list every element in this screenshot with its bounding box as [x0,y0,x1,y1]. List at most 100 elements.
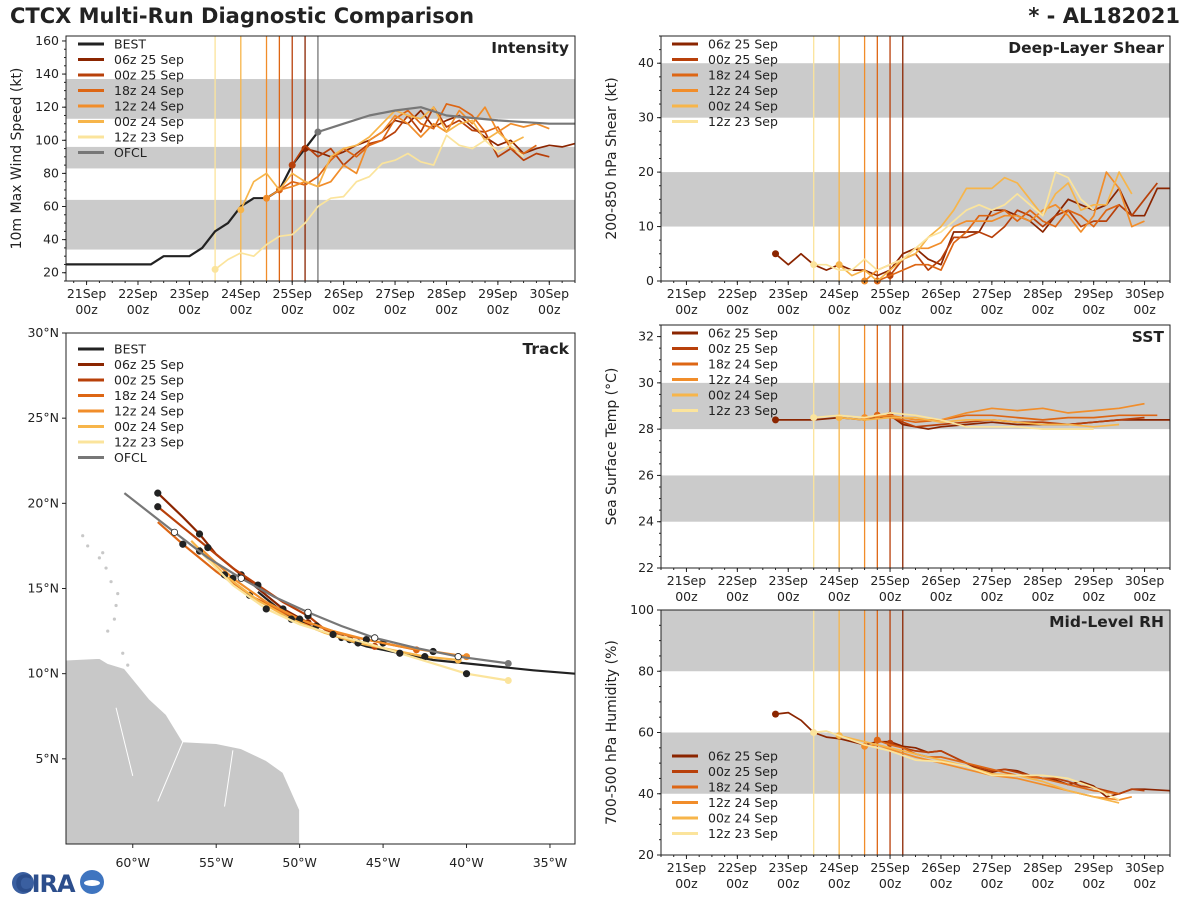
panel-mid-level-rh: 2040608010021Sep00z22Sep00z23Sep00z24Sep… [604,602,1171,891]
y-tick-label: 40 [638,786,654,801]
y-tick-label: 24 [638,514,654,529]
y-tick-label: 26 [638,467,654,482]
x-tick-hour-label: 00z [777,302,800,317]
legend-label-12z-24-sep: 12z 24 Sep [708,795,778,810]
series-start-marker-12z-23-sep [211,265,219,273]
x-tick-day-label: 29Sep [1074,573,1114,588]
x-tick-day-label: 29Sep [478,286,518,301]
island-0 [106,629,110,633]
x-tick-hour-label: 00z [726,876,749,891]
legend-label-ofcl: OFCL [114,450,147,465]
series-start-marker-18z-24-sep [873,736,881,744]
y-tick-label: 20 [638,164,654,179]
plot-frame [65,35,576,282]
track-plot-area [66,489,575,844]
series-line-ofcl [317,106,575,134]
y-tick-label: 30°N [27,325,59,340]
y-tick-label: 80 [43,165,59,180]
x-tick-hour-label: 00z [930,302,953,317]
y-tick-label: 60 [638,725,654,740]
series-line-06z-25-sep [304,109,576,158]
y-tick-label: 100 [35,132,59,147]
x-tick-day-label: 28Sep [1023,860,1063,875]
legend-label-00z-25-sep: 00z 25 Sep [708,52,778,67]
x-tick-hour-label: 00z [332,302,355,317]
shaded-band-0 [661,172,1170,227]
track-marker-ofcl [170,528,179,536]
y-tick-label: 40 [638,55,654,70]
x-tick-day-label: 23Sep [769,573,809,588]
x-tick-day-label: 27Sep [375,286,415,301]
island-10 [126,663,130,667]
land-south-america [66,657,301,844]
track-marker-18z-24-sep [179,540,187,548]
y-tick-label: 5°N [35,751,59,766]
x-tick-hour-label: 00z [384,302,407,317]
x-tick-hour-label: 00z [675,876,698,891]
x-tick-hour-label: 00z [726,589,749,604]
x-tick-day-label: 21Sep [667,573,707,588]
x-tick-hour-label: 00z [1032,302,1055,317]
y-tick-label: 30 [638,110,654,125]
x-tick-hour-label: 00z [777,876,800,891]
island-7 [86,544,90,548]
x-tick-hour-label: 00z [1082,589,1105,604]
y-tick-label: 100 [630,602,654,617]
cira-logo: CIRA [6,868,106,898]
island-3 [116,592,120,596]
x-tick-day-label: 28Sep [1023,573,1063,588]
track-marker-06z-25-sep [195,530,204,538]
legend-label-00z-24-sep: 00z 24 Sep [708,99,778,114]
track-line-12z-24-sep [198,546,467,658]
x-tick-day-label: 23Sep [769,286,809,301]
track-marker-ofcl [304,608,312,616]
series-line-12z-23-sep [813,412,1094,430]
series-line-00z-24-sep [839,416,1120,428]
track-marker-12z-23-sep [396,649,404,657]
series-line-00z-24-sep [838,171,1133,282]
legend-label-06z-25-sep: 06z 25 Sep [708,326,778,341]
x-tick-day-label: 30Sep [1125,860,1165,875]
island-6 [101,551,105,555]
y-tick-label: 15°N [27,581,59,596]
x-tick-day-label: 24Sep [819,286,859,301]
legend-label-12z-23-sep: 12z 23 Sep [114,130,184,145]
x-tick-hour-label: 00z [1032,589,1055,604]
legend-label-12z-23-sep: 12z 23 Sep [708,826,778,841]
x-tick-day-label: 24Sep [221,286,261,301]
legend-label-12z-23-sep: 12z 23 Sep [114,435,184,450]
x-tick-day-label: 28Sep [1023,286,1063,301]
shaded-band-1 [66,146,575,169]
track-line-ofcl [123,492,509,665]
track-line-best [257,591,575,675]
series-line-12z-24-sep [864,402,1145,421]
legend-label-00z-24-sep: 00z 24 Sep [708,388,778,403]
logo-swirl-icon [84,880,100,886]
panel-sst: 22242628303221Sep00z22Sep00z23Sep00z24Se… [604,324,1171,604]
legend-label-18z-24-sep: 18z 24 Sep [708,357,778,372]
island-1 [112,617,116,621]
x-tick-day-label: 30Sep [530,286,570,301]
x-tick-hour-label: 00z [127,302,150,317]
x-tick-hour-label: 00z [435,302,458,317]
track-start-marker-ofcl [504,659,512,667]
x-tick-hour-label: 00z [777,589,800,604]
island-11 [97,556,101,560]
series-start-marker-06z-25-sep [772,250,780,258]
y-axis-label: 700-500 hPa Humidity (%) [604,640,620,825]
x-tick-hour-label: 00z [879,302,902,317]
legend-label-06z-25-sep: 06z 25 Sep [114,357,184,372]
track-line-00z-24-sep [190,540,459,662]
series-line-12z-23-sep [813,730,1120,801]
series-line-00z-24-sep [240,106,524,211]
x-tick-hour-label: 00z [230,302,253,317]
x-tick-label: 50°W [282,855,317,870]
x-tick-day-label: 26Sep [324,286,364,301]
x-tick-day-label: 29Sep [1074,286,1114,301]
x-tick-day-label: 25Sep [870,860,910,875]
legend-label-18z-24-sep: 18z 24 Sep [114,83,184,98]
track-line-18z-24-sep [157,521,417,651]
x-tick-hour-label: 00z [981,302,1004,317]
y-tick-label: 120 [35,99,59,114]
